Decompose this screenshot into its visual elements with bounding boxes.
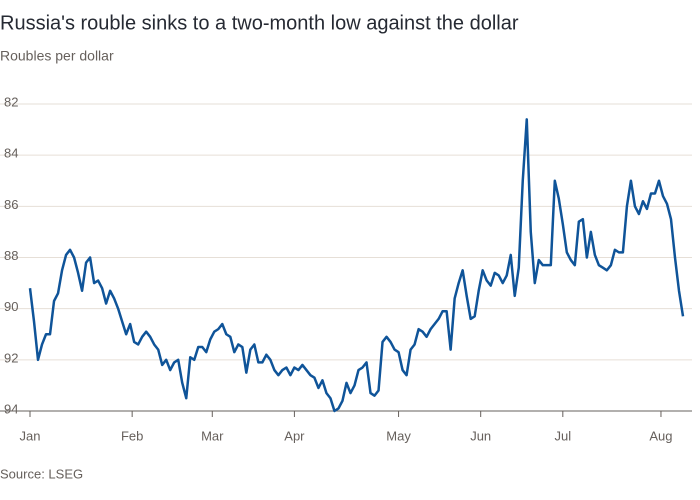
x-tick-label: May <box>386 428 411 443</box>
chart-subtitle: Roubles per dollar <box>0 48 114 64</box>
x-tick-label: Feb <box>121 428 143 443</box>
y-tick-label: 94 <box>4 401 18 416</box>
y-tick-label: 86 <box>4 197 18 212</box>
y-tick-label: 88 <box>4 248 18 263</box>
chart-title: Russia's rouble sinks to a two-month low… <box>0 12 519 34</box>
y-tick-label: 92 <box>4 350 18 365</box>
x-tick-label: Apr <box>284 428 305 443</box>
y-tick-label: 90 <box>4 299 18 314</box>
data-line <box>28 118 685 413</box>
x-tick-label: Aug <box>649 428 672 443</box>
x-tick-label: Mar <box>201 428 224 443</box>
x-tick-label: Jan <box>20 428 41 443</box>
source-note: Source: LSEG <box>0 466 83 481</box>
y-tick-label: 84 <box>4 146 18 161</box>
x-tick-label: Jun <box>470 428 491 443</box>
x-tick-label: Jul <box>555 428 572 443</box>
y-tick-label: 82 <box>4 94 18 109</box>
